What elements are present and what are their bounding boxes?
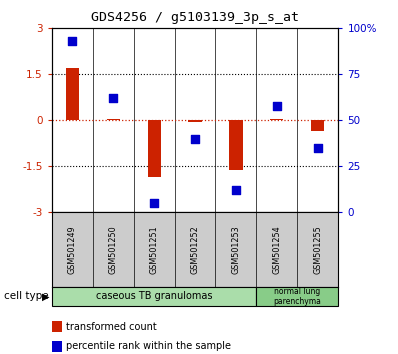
Text: GSM501249: GSM501249 [68,225,77,274]
Text: GSM501250: GSM501250 [109,225,118,274]
Text: GSM501252: GSM501252 [191,225,199,274]
Bar [107,119,120,120]
Point [274,103,280,108]
Text: caseous TB granulomas: caseous TB granulomas [96,291,212,302]
Bar [189,120,201,122]
Text: transformed count: transformed count [66,322,156,332]
Text: GSM501254: GSM501254 [272,225,281,274]
Title: GDS4256 / g5103139_3p_s_at: GDS4256 / g5103139_3p_s_at [91,11,299,24]
Bar [148,120,161,177]
Point [110,96,116,101]
Bar [229,120,242,170]
Text: GSM501253: GSM501253 [232,225,240,274]
Bar [270,119,283,120]
Point [192,136,198,142]
Point [233,188,239,193]
Bar [311,120,324,131]
Point [151,200,157,206]
FancyBboxPatch shape [256,287,338,306]
Text: GSM501255: GSM501255 [313,225,322,274]
Bar [66,68,79,120]
Point [315,145,321,151]
Text: ▶: ▶ [42,291,49,301]
Text: normal lung
parenchyma: normal lung parenchyma [273,287,321,306]
Point [69,38,75,44]
FancyBboxPatch shape [52,287,256,306]
Text: cell type: cell type [4,291,49,301]
Text: GSM501251: GSM501251 [150,225,158,274]
Text: percentile rank within the sample: percentile rank within the sample [66,341,231,351]
